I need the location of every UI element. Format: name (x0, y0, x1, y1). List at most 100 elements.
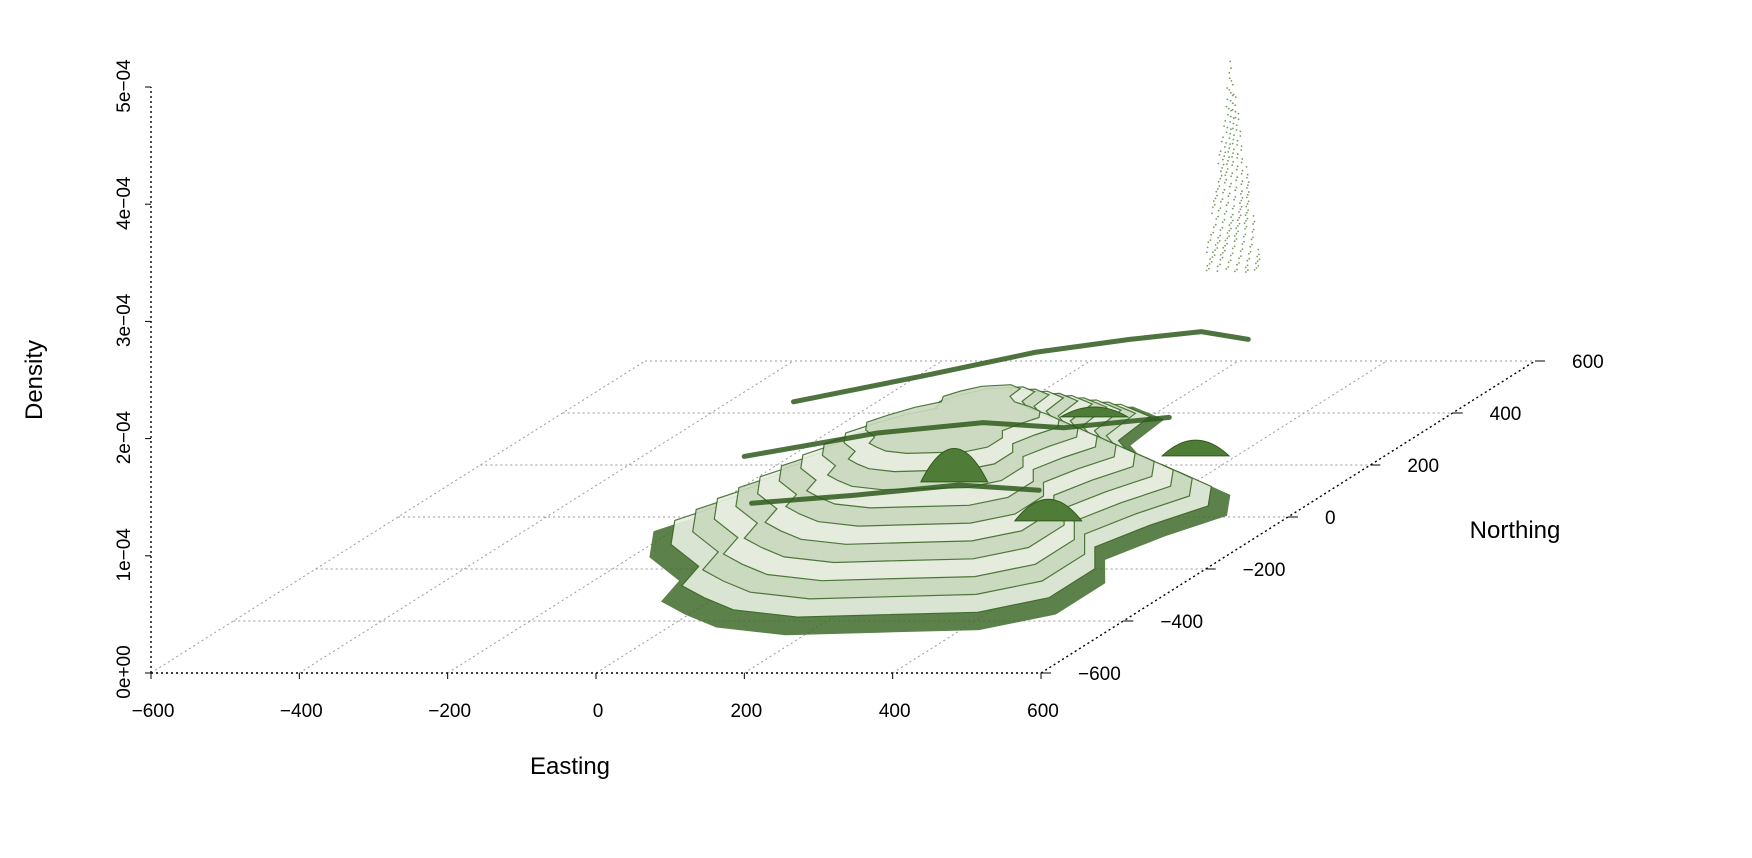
peak-dot (1236, 153, 1239, 156)
peak-dot (1225, 105, 1228, 108)
peak-dot (1230, 227, 1232, 230)
peak-dot (1232, 138, 1235, 141)
peak-dot (1214, 244, 1217, 246)
peak-dot (1219, 177, 1222, 180)
peak-dot (1210, 233, 1212, 236)
surface-bump-0 (920, 448, 989, 483)
peak-dot (1228, 137, 1231, 140)
peak-dot (1226, 237, 1229, 240)
peak-dot (1246, 173, 1249, 176)
peak-dot (1219, 253, 1222, 256)
peak-dot (1236, 157, 1238, 159)
y-axis-title: Northing (1470, 517, 1561, 544)
peak-dot (1226, 98, 1229, 101)
peak-dot (1228, 89, 1231, 91)
peak-dot (1237, 230, 1239, 233)
peak-dot (1227, 107, 1230, 110)
peak-dot (1239, 130, 1242, 133)
peak-dot (1250, 238, 1253, 241)
peak-dot (1223, 146, 1226, 148)
peak-dot (1231, 247, 1234, 250)
peak-dot (1240, 199, 1243, 202)
peak-dot (1216, 242, 1219, 244)
peak-dot (1209, 239, 1212, 242)
peak-dot (1253, 220, 1256, 223)
peak-dot (1245, 225, 1248, 228)
peak-dot (1235, 124, 1238, 126)
peak-dot (1216, 270, 1219, 272)
peak-dot (1233, 205, 1235, 207)
x-tick-label-4: 200 (730, 701, 762, 722)
peak-dot (1218, 185, 1221, 187)
peak-dot (1247, 184, 1249, 187)
peak-dot (1246, 203, 1249, 205)
peak-dot (1216, 265, 1219, 268)
peak-dot (1225, 178, 1228, 181)
peak-dot (1217, 209, 1220, 212)
peak-dot (1229, 121, 1232, 123)
peak-dot (1237, 112, 1240, 115)
peak-dot (1221, 226, 1224, 229)
peak-dot (1225, 210, 1228, 213)
peak-dot (1249, 245, 1252, 248)
peak-dot (1226, 87, 1228, 89)
peak-dot (1225, 131, 1228, 134)
peak-dot (1233, 134, 1235, 137)
peak-dot (1223, 125, 1225, 127)
peak-dot (1241, 169, 1244, 172)
surface-contour-10 (865, 384, 1041, 455)
peak-dot (1227, 195, 1230, 198)
peak-dot (1221, 251, 1224, 254)
peak-dot (1224, 151, 1227, 154)
peak-dot (1234, 104, 1237, 107)
peak-dot (1208, 263, 1211, 265)
peak-dot (1235, 232, 1238, 235)
peak-dot (1205, 269, 1208, 272)
peak-dot (1210, 261, 1213, 263)
peak-dot (1231, 213, 1234, 216)
peak-dot (1225, 171, 1228, 174)
x-axis-title: Easting (530, 753, 610, 780)
x-tick-label-3: 0 (593, 701, 604, 722)
peak-dot (1220, 170, 1222, 173)
peak-dot (1229, 254, 1232, 257)
peak-dot (1222, 246, 1225, 249)
peak-dot (1238, 222, 1241, 225)
peak-dot (1223, 218, 1226, 221)
peak-dot (1225, 204, 1228, 207)
peak-dot (1247, 200, 1250, 203)
peak-dot (1238, 262, 1240, 264)
peak-dot (1240, 145, 1243, 148)
peak-dot (1224, 249, 1226, 252)
peak-dot (1231, 142, 1234, 145)
peak-dot (1225, 142, 1227, 144)
peak-dot (1207, 241, 1210, 244)
peak-dot (1241, 190, 1243, 193)
peak-dot (1229, 132, 1232, 135)
peak-dot (1258, 253, 1260, 256)
peak-dot (1236, 268, 1238, 271)
peak-dot (1217, 180, 1220, 183)
axes (145, 86, 1545, 679)
peak-dot (1241, 158, 1244, 160)
peak-dot (1219, 229, 1222, 231)
surface-bump-1 (1013, 498, 1083, 522)
peak-dot (1231, 102, 1234, 105)
peak-dot (1230, 80, 1233, 82)
peak-dot (1221, 167, 1224, 169)
peak-dot (1215, 190, 1218, 193)
peak-dot (1230, 216, 1232, 219)
peak-dot (1223, 213, 1226, 215)
peak-dot (1232, 83, 1234, 86)
peak-dot (1211, 256, 1214, 258)
x-tick-label-6: 600 (1027, 701, 1059, 722)
peak-dot (1233, 235, 1236, 237)
peak-dot (1252, 228, 1255, 231)
peak-dot (1235, 129, 1238, 131)
peak-dot (1251, 243, 1253, 246)
peak-dot (1247, 191, 1250, 193)
peak-dot (1217, 215, 1219, 218)
peak-dot (1212, 226, 1215, 229)
peak-dot (1218, 239, 1221, 242)
